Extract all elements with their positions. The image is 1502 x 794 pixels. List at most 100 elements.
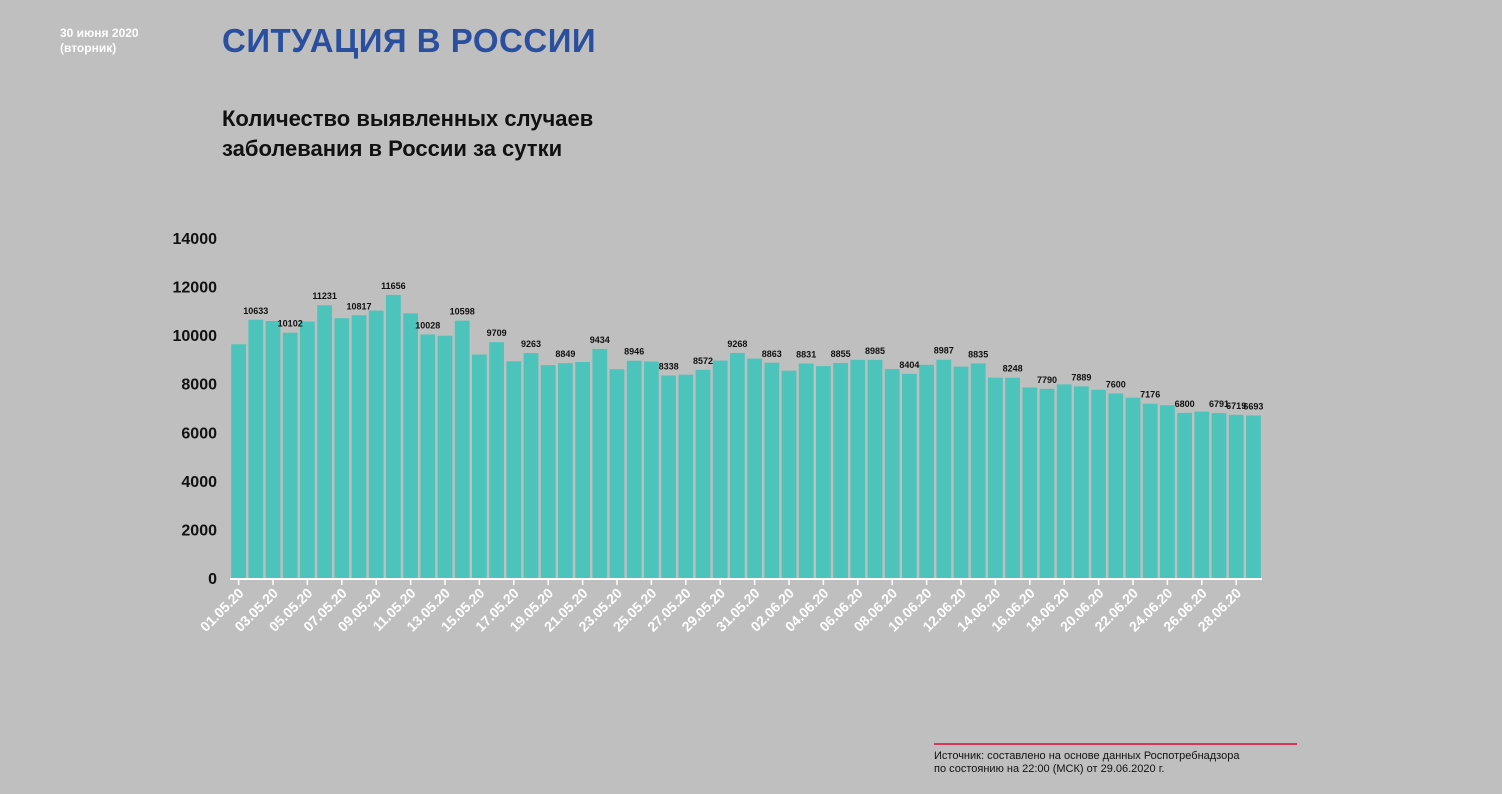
bar — [558, 363, 573, 578]
bar — [953, 366, 969, 578]
bar — [1005, 377, 1020, 578]
data-label: 8946 — [624, 347, 644, 357]
bar — [695, 369, 711, 578]
data-label: 6693 — [1243, 401, 1263, 411]
data-label: 10028 — [415, 320, 440, 330]
bar — [764, 362, 780, 578]
bar — [420, 334, 436, 578]
data-label: 7889 — [1071, 372, 1091, 382]
data-label: 10633 — [243, 306, 268, 316]
y-tick-label: 14000 — [173, 231, 218, 248]
source-divider — [934, 743, 1297, 745]
bar — [833, 362, 848, 578]
bar — [454, 320, 470, 578]
bar — [1160, 405, 1175, 578]
data-label: 8863 — [762, 349, 782, 359]
data-label: 11656 — [381, 281, 406, 291]
bar — [265, 321, 281, 578]
bar — [575, 362, 590, 578]
source-note-line1: Источник: составлено на основе данных Ро… — [934, 750, 1240, 762]
data-label: 7176 — [1140, 390, 1160, 400]
data-label: 7790 — [1037, 375, 1057, 385]
bar — [884, 369, 900, 578]
y-tick-label: 4000 — [181, 474, 217, 491]
bar — [1228, 414, 1244, 578]
bar — [936, 359, 952, 578]
bar — [506, 361, 522, 578]
bar — [816, 366, 831, 578]
bar — [867, 359, 883, 578]
bar — [850, 359, 866, 578]
bar — [712, 360, 728, 578]
data-label: 9263 — [521, 339, 541, 349]
bar — [540, 365, 556, 578]
data-label: 11231 — [312, 291, 337, 301]
chart-subtitle-line1: Количество выявленных случаев — [222, 106, 594, 131]
chart-subtitle-line2: заболевания в России за сутки — [222, 136, 563, 161]
bar — [368, 310, 384, 578]
bar — [1211, 413, 1227, 578]
bar — [1091, 389, 1106, 578]
y-tick-label: 6000 — [181, 425, 217, 442]
data-label: 8572 — [693, 356, 713, 366]
bar — [334, 318, 350, 578]
bar — [1194, 411, 1210, 578]
bar — [1022, 387, 1038, 578]
data-label: 8855 — [831, 349, 851, 359]
bar — [626, 360, 642, 578]
data-label: 8404 — [899, 360, 919, 370]
bar — [747, 358, 762, 578]
y-tick-label: 0 — [208, 571, 217, 588]
bar — [644, 361, 659, 578]
bar — [1246, 415, 1261, 578]
data-label: 10817 — [346, 301, 371, 311]
bar — [472, 354, 487, 578]
bar — [1125, 397, 1141, 578]
bar — [592, 348, 608, 578]
data-label: 8831 — [796, 350, 816, 360]
bar — [231, 344, 246, 578]
bar — [678, 374, 694, 578]
data-label: 8985 — [865, 346, 885, 356]
source-note-line2: по состоянию на 22:00 (МСК) от 29.06.202… — [934, 763, 1165, 775]
data-label: 10102 — [278, 319, 303, 329]
data-label: 8248 — [1003, 364, 1023, 374]
bar — [403, 313, 418, 578]
data-label: 10598 — [450, 307, 475, 317]
bar — [437, 335, 453, 578]
page-headline: СИТУАЦИЯ В РОССИИ — [222, 22, 597, 59]
bar — [919, 364, 934, 578]
bar — [798, 363, 814, 578]
bar — [1074, 386, 1089, 578]
bar — [609, 369, 625, 578]
y-tick-label: 2000 — [181, 522, 217, 539]
bar — [970, 363, 986, 578]
y-tick-label: 8000 — [181, 377, 217, 394]
y-tick-label: 10000 — [173, 328, 218, 345]
bar — [1108, 393, 1124, 578]
bar — [351, 315, 367, 578]
bar — [988, 377, 1003, 578]
bar — [661, 375, 676, 578]
data-label: 8849 — [555, 349, 575, 359]
bar — [282, 332, 298, 578]
y-tick-label: 12000 — [173, 280, 218, 297]
report-date: 30 июня 2020 — [60, 26, 139, 40]
bar — [386, 294, 401, 578]
data-label: 9434 — [590, 335, 610, 345]
bar — [730, 352, 745, 578]
bar — [1177, 412, 1192, 578]
data-label: 9268 — [727, 339, 747, 349]
report-weekday: (вторник) — [60, 41, 117, 55]
bar — [781, 370, 797, 578]
bar — [1039, 388, 1055, 578]
data-label: 9709 — [487, 328, 507, 338]
bar — [523, 353, 539, 578]
bar — [300, 321, 315, 578]
bar — [1056, 384, 1072, 578]
bar — [248, 319, 264, 578]
data-label: 7600 — [1106, 379, 1126, 389]
data-label: 6791 — [1209, 399, 1229, 409]
bar — [1142, 403, 1158, 578]
